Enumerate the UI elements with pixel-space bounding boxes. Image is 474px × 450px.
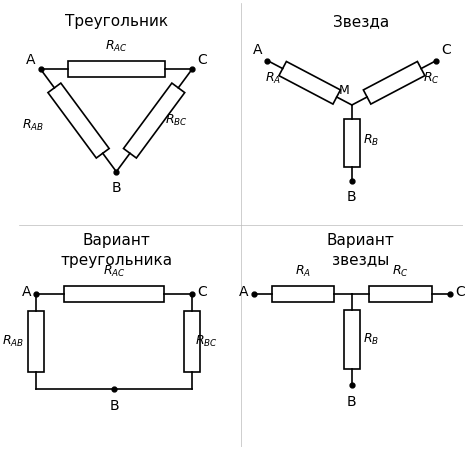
Text: A: A	[239, 285, 249, 299]
Text: M: M	[339, 84, 350, 97]
Text: C: C	[197, 53, 207, 67]
Text: $R_B$: $R_B$	[363, 133, 379, 148]
Text: B: B	[109, 399, 119, 413]
Text: Треугольник: Треугольник	[65, 14, 168, 29]
Polygon shape	[124, 83, 185, 158]
FancyBboxPatch shape	[64, 286, 164, 302]
Text: Вариант: Вариант	[327, 233, 395, 248]
Text: C: C	[442, 43, 451, 57]
Polygon shape	[48, 83, 109, 158]
FancyBboxPatch shape	[272, 286, 334, 302]
FancyBboxPatch shape	[344, 310, 360, 369]
Text: A: A	[26, 53, 36, 67]
Text: $R_A$: $R_A$	[264, 71, 281, 86]
Text: $R_{BC}$: $R_{BC}$	[195, 334, 218, 350]
Text: C: C	[455, 285, 465, 299]
Text: $R_{AC}$: $R_{AC}$	[105, 39, 128, 54]
Text: A: A	[21, 285, 31, 299]
Text: $R_{AB}$: $R_{AB}$	[22, 117, 44, 133]
Text: Звезда: Звезда	[333, 14, 389, 29]
Text: $R_B$: $R_B$	[363, 332, 379, 347]
Text: B: B	[111, 181, 121, 195]
FancyBboxPatch shape	[184, 311, 200, 372]
Text: звезды: звезды	[332, 252, 390, 268]
Text: B: B	[347, 395, 357, 409]
Text: B: B	[347, 190, 357, 204]
FancyBboxPatch shape	[68, 62, 164, 77]
Text: $R_A$: $R_A$	[295, 264, 311, 279]
Polygon shape	[364, 62, 425, 104]
Text: $R_{AC}$: $R_{AC}$	[103, 264, 126, 279]
Text: $R_C$: $R_C$	[423, 71, 440, 86]
Text: $R_{AB}$: $R_{AB}$	[2, 334, 24, 350]
Text: $R_{BC}$: $R_{BC}$	[165, 113, 188, 128]
Text: $R_C$: $R_C$	[392, 264, 409, 279]
Text: треугольника: треугольника	[60, 252, 173, 268]
FancyBboxPatch shape	[370, 286, 432, 302]
FancyBboxPatch shape	[28, 311, 45, 372]
FancyBboxPatch shape	[344, 119, 360, 167]
Polygon shape	[279, 62, 340, 104]
Text: A: A	[253, 43, 262, 57]
Text: Вариант: Вариант	[82, 233, 150, 248]
Text: C: C	[197, 285, 207, 299]
